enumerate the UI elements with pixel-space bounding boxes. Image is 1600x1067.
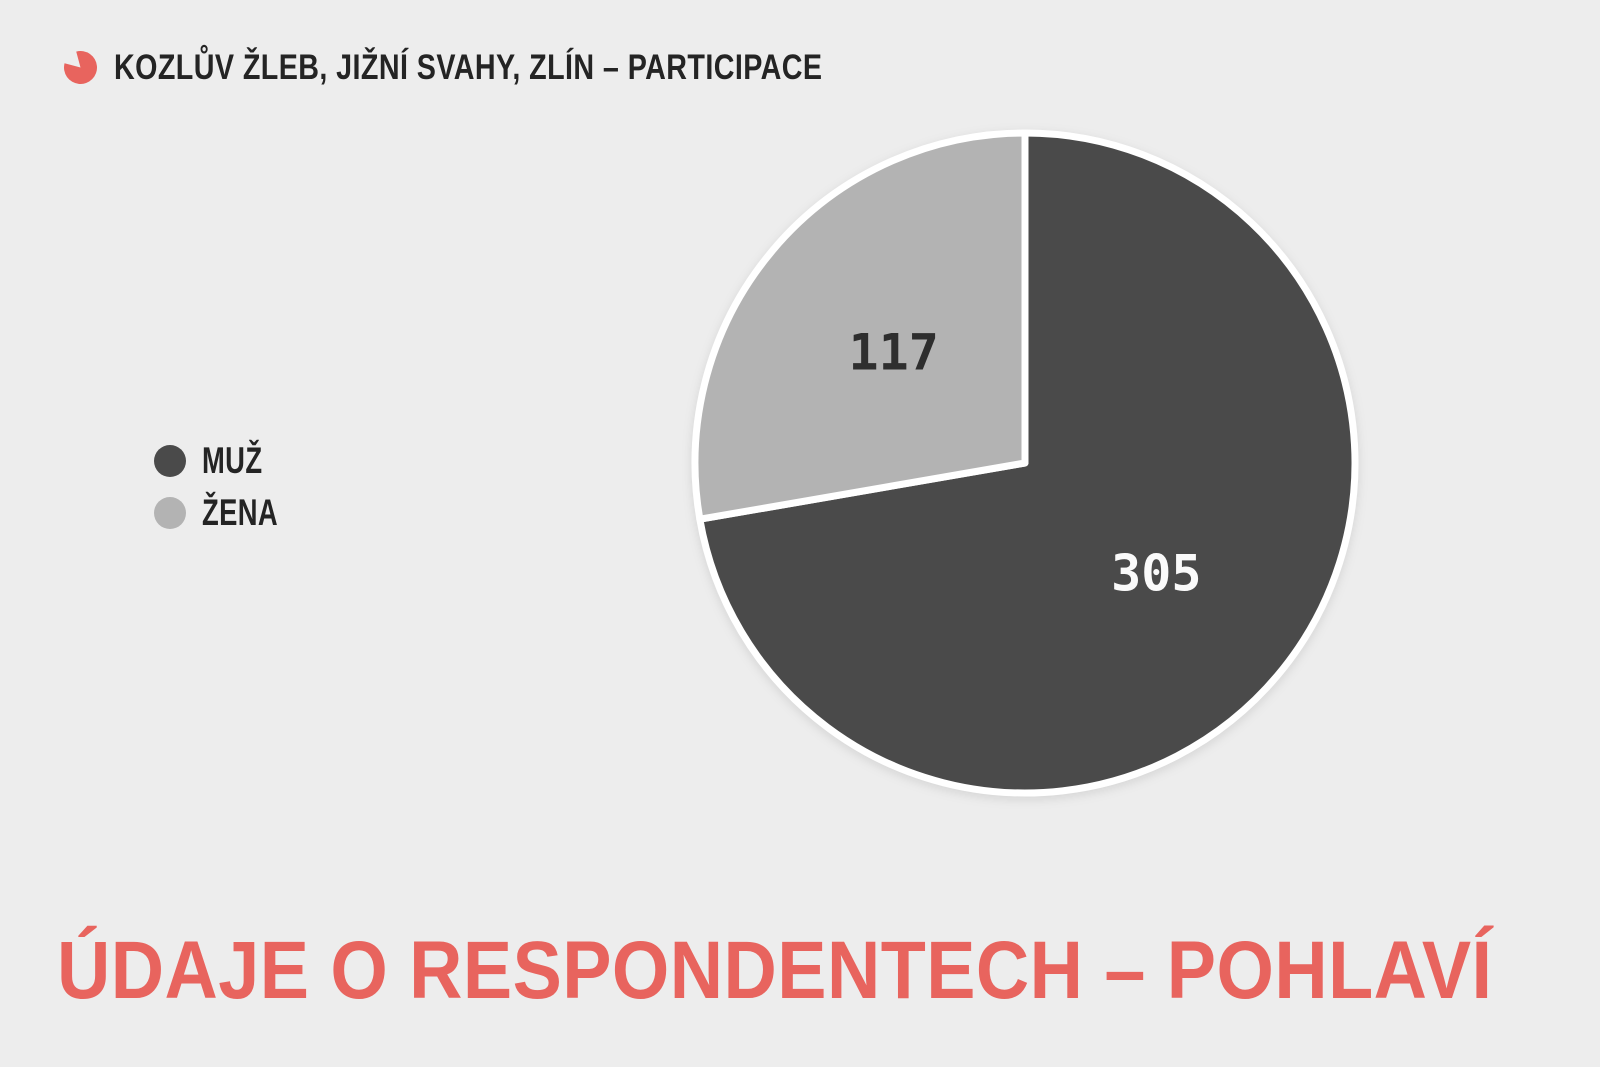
legend-swatch-muz xyxy=(154,444,186,477)
pie-value-label-muz: 305 xyxy=(1111,545,1201,603)
pie-value-label-zena: 117 xyxy=(849,324,939,382)
pie-slice-zena xyxy=(691,129,1029,523)
legend-label-muz: MUŽ xyxy=(202,440,263,481)
legend-label-zena: ŽENA xyxy=(202,492,279,533)
pie-chart: 305 117 xyxy=(675,113,1375,813)
legend-item-muz: MUŽ xyxy=(154,440,305,481)
legend-item-zena: ŽENA xyxy=(154,492,305,533)
chart-legend: MUŽ ŽENA xyxy=(154,440,305,533)
report-title: KOZLŮV ŽLEB, JIŽNÍ SVAHY, ZLÍN – PARTICI… xyxy=(114,47,823,87)
legend-swatch-zena xyxy=(154,496,186,529)
header: KOZLŮV ŽLEB, JIŽNÍ SVAHY, ZLÍN – PARTICI… xyxy=(64,46,978,88)
pie-chart-icon xyxy=(64,50,97,84)
page-title: ÚDAJE O RESPONDENTECH – POHLAVÍ xyxy=(57,925,1493,1016)
